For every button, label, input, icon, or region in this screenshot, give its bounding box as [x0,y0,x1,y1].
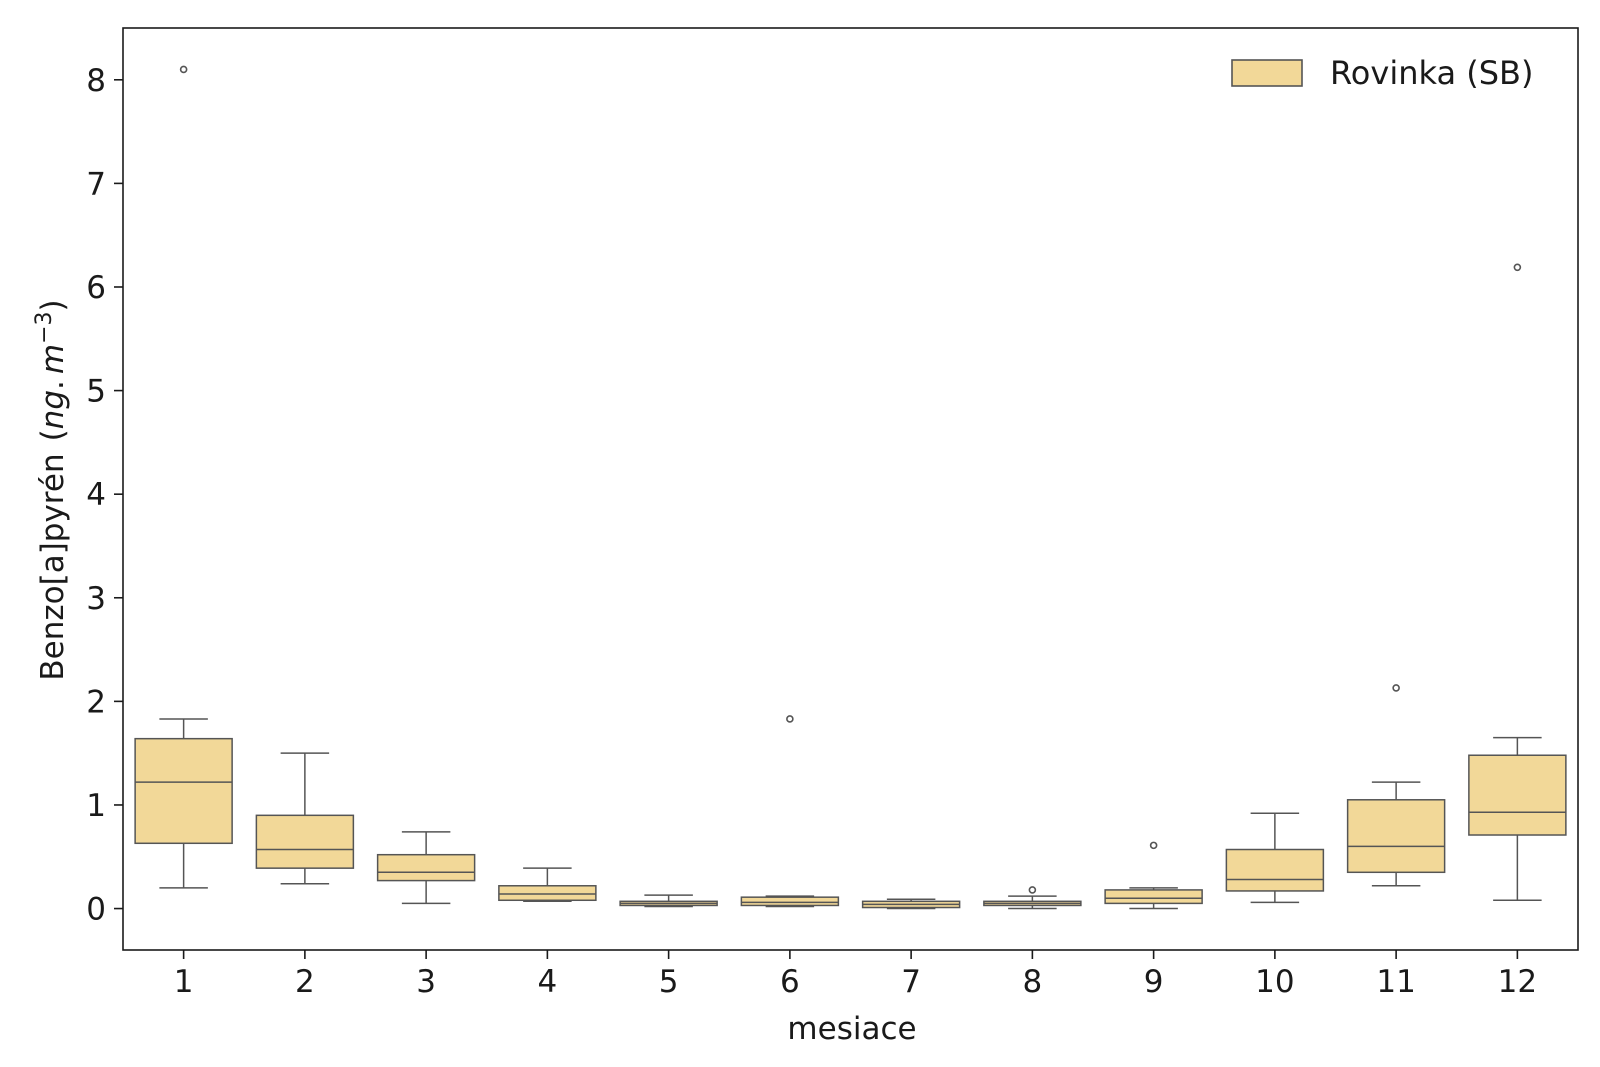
box-group-8 [983,886,1082,910]
box-iqr [740,896,840,907]
y-tick-label: 5 [86,374,106,410]
box-iqr [498,885,597,902]
y-axis-label-unit-m: m [35,344,71,374]
box-iqr [134,737,233,845]
outlier-point [1028,886,1037,894]
x-tick-label: 8 [1023,964,1043,1000]
box-iqr [1225,848,1325,892]
x-tick-label: 9 [1144,964,1164,1000]
plot-frame [122,27,1579,951]
x-tick-label: 11 [1376,964,1415,1000]
outlier-point [1149,841,1158,850]
y-tick-label: 2 [86,684,106,720]
box-group-10 [1225,812,1325,904]
box-group-5 [619,894,718,908]
y-tick-label: 7 [86,166,106,202]
box-group-9 [1104,841,1203,910]
legend-swatch [1231,59,1303,87]
box-group-1 [134,65,233,889]
y-axis-label-main: Benzo[a]pyrén [35,453,71,680]
box-group-3 [376,831,476,905]
y-axis-label-unit-dot: . [35,380,71,390]
box-group-7 [861,898,961,910]
legend: Rovinka (SB) [1231,54,1533,92]
x-tick-label: 2 [295,964,315,1000]
outlier-point [179,65,188,74]
box-iqr [1104,889,1203,905]
outlier-point [1513,263,1522,272]
box-group-2 [255,752,355,885]
y-axis-label-paren-open: ( [35,429,71,441]
y-tick-label: 0 [86,892,106,928]
y-axis-label-unit-ng: ng [35,390,71,429]
y-tick-label: 3 [86,581,106,617]
x-tick-label: 7 [901,964,921,1000]
box-group-11 [1346,684,1446,887]
y-axis-label-paren-close: ) [35,299,71,311]
x-tick-label: 4 [538,964,558,1000]
y-axis-label-unit-exponent: −3 [32,311,57,343]
outlier-point [786,715,794,723]
box-iqr [1346,799,1446,874]
legend-label: Rovinka (SB) [1330,54,1533,92]
box-group-6 [740,715,840,908]
x-tick-label: 5 [659,964,679,1000]
box-iqr [255,814,355,869]
x-tick-label: 3 [416,964,436,1000]
x-tick-label: 12 [1498,964,1537,1000]
x-tick-label: 6 [780,964,800,1000]
y-tick-label: 4 [86,477,106,513]
x-axis-label: mesiace [787,1011,916,1047]
boxes-layer [134,65,1567,910]
x-tick-label: 1 [174,964,194,1000]
box-group-12 [1468,263,1567,902]
x-tick-label: 10 [1255,964,1294,1000]
box-iqr [376,853,476,882]
y-axis-label: Benzo[a]pyrén (ng. m−3) [32,299,71,680]
box-group-4 [498,867,597,903]
y-tick-label: 1 [86,788,106,824]
y-tick-label: 6 [86,270,106,306]
y-tick-label: 8 [86,63,106,99]
box-iqr [1468,754,1567,836]
outlier-point [1392,684,1400,692]
